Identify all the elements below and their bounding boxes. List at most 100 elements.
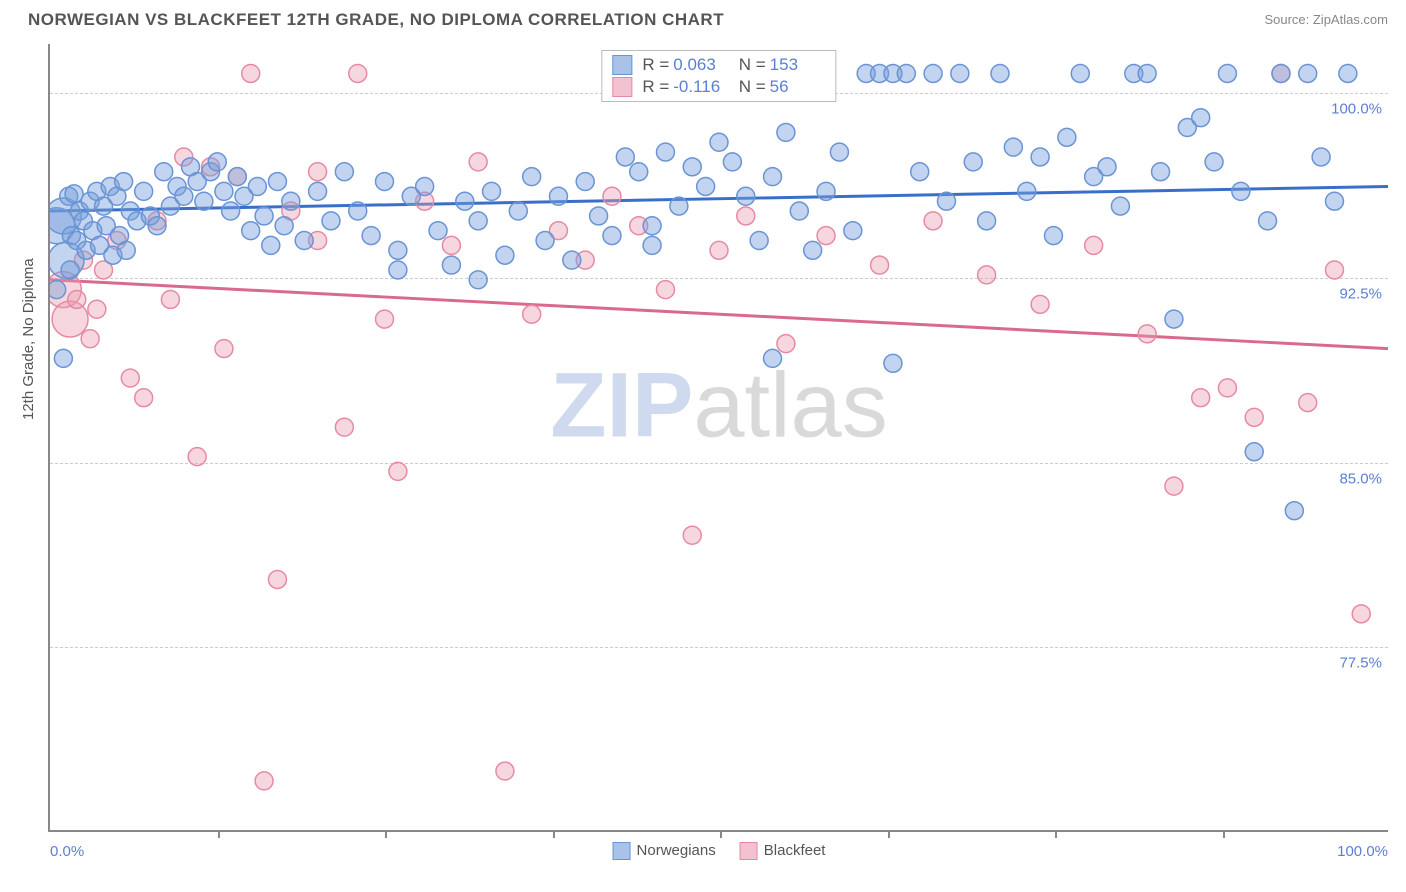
scatter-point [1192,109,1210,127]
scatter-point [429,222,447,240]
scatter-point [335,418,353,436]
scatter-point [1339,64,1357,82]
scatter-point [309,163,327,181]
scatter-point [830,143,848,161]
n-value-blackfeet: 56 [770,77,822,97]
scatter-point [496,246,514,264]
scatter-point [523,305,541,323]
scatter-point [817,182,835,200]
legend-label-blackfeet: Blackfeet [764,842,826,859]
scatter-point [268,570,286,588]
scatter-point [117,241,135,259]
scatter-point [1312,148,1330,166]
scatter-point [389,462,407,480]
scatter-point [255,207,273,225]
scatter-point [683,158,701,176]
scatter-point [1165,477,1183,495]
x-axis-max-label: 100.0% [1337,843,1388,860]
source-prefix: Source: [1264,12,1312,27]
scatter-point [1152,163,1170,181]
scatter-point [469,153,487,171]
swatch-norwegians [613,842,631,860]
scatter-point [161,290,179,308]
scatter-point [469,212,487,230]
scatter-point [509,202,527,220]
scatter-point [81,330,99,348]
scatter-point [1192,389,1210,407]
scatter-point [804,241,822,259]
correlation-row-blackfeet: R = -0.116 N = 56 [612,77,825,97]
scatter-point [603,227,621,245]
scatter-point [1071,64,1089,82]
scatter-point [1138,64,1156,82]
scatter-point [723,153,741,171]
scatter-point [322,212,340,230]
scatter-point [978,266,996,284]
scatter-point [1245,408,1263,426]
scatter-point [1045,227,1063,245]
scatter-point [416,177,434,195]
correlation-row-norwegians: R = 0.063 N = 153 [612,55,825,75]
scatter-point [656,281,674,299]
scatter-point [1085,236,1103,254]
scatter-point [1138,325,1156,343]
scatter-point [61,261,79,279]
scatter-point [496,762,514,780]
scatter-point [911,163,929,181]
scatter-point [242,222,260,240]
scatter-point [1018,182,1036,200]
scatter-point [951,64,969,82]
scatter-point [389,241,407,259]
x-tick [720,830,722,838]
scatter-point [1285,502,1303,520]
scatter-point [1232,182,1250,200]
scatter-point [764,349,782,367]
scatter-point [871,256,889,274]
scatter-point [1218,379,1236,397]
scatter-point [483,182,501,200]
scatter-point [188,448,206,466]
scatter-point [884,354,902,372]
legend-item-blackfeet: Blackfeet [740,842,826,860]
scatter-point [295,232,313,250]
scatter-point [750,232,768,250]
scatter-point [376,310,394,328]
scatter-point [777,123,795,141]
scatter-point [442,256,460,274]
swatch-blackfeet [740,842,758,860]
scatter-point [1098,158,1116,176]
scatter-point [897,64,915,82]
scatter-point [135,389,153,407]
scatter-point [924,64,942,82]
source-link[interactable]: ZipAtlas.com [1313,12,1388,27]
scatter-point [262,236,280,254]
scatter-point [737,207,755,225]
scatter-point [349,64,367,82]
scatter-point [643,217,661,235]
scatter-point [335,163,353,181]
scatter-point [376,173,394,191]
scatter-point [148,217,166,235]
scatter-point [54,349,72,367]
r-label: R = [642,77,669,97]
trend-line [50,280,1388,349]
scatter-point [248,177,266,195]
scatter-point [155,163,173,181]
n-label: N = [739,77,766,97]
scatter-point [268,173,286,191]
scatter-point [1245,443,1263,461]
scatter-point [135,182,153,200]
scatter-point [208,153,226,171]
scatter-point [1325,192,1343,210]
scatter-point [215,182,233,200]
scatter-point [50,281,66,299]
scatter-point [683,526,701,544]
scatter-point [1272,64,1290,82]
scatter-point [349,202,367,220]
x-tick [385,830,387,838]
legend-item-norwegians: Norwegians [613,842,716,860]
scatter-point [1299,394,1317,412]
scatter-point [603,187,621,205]
n-value-norwegians: 153 [770,55,822,75]
scatter-point [1004,138,1022,156]
